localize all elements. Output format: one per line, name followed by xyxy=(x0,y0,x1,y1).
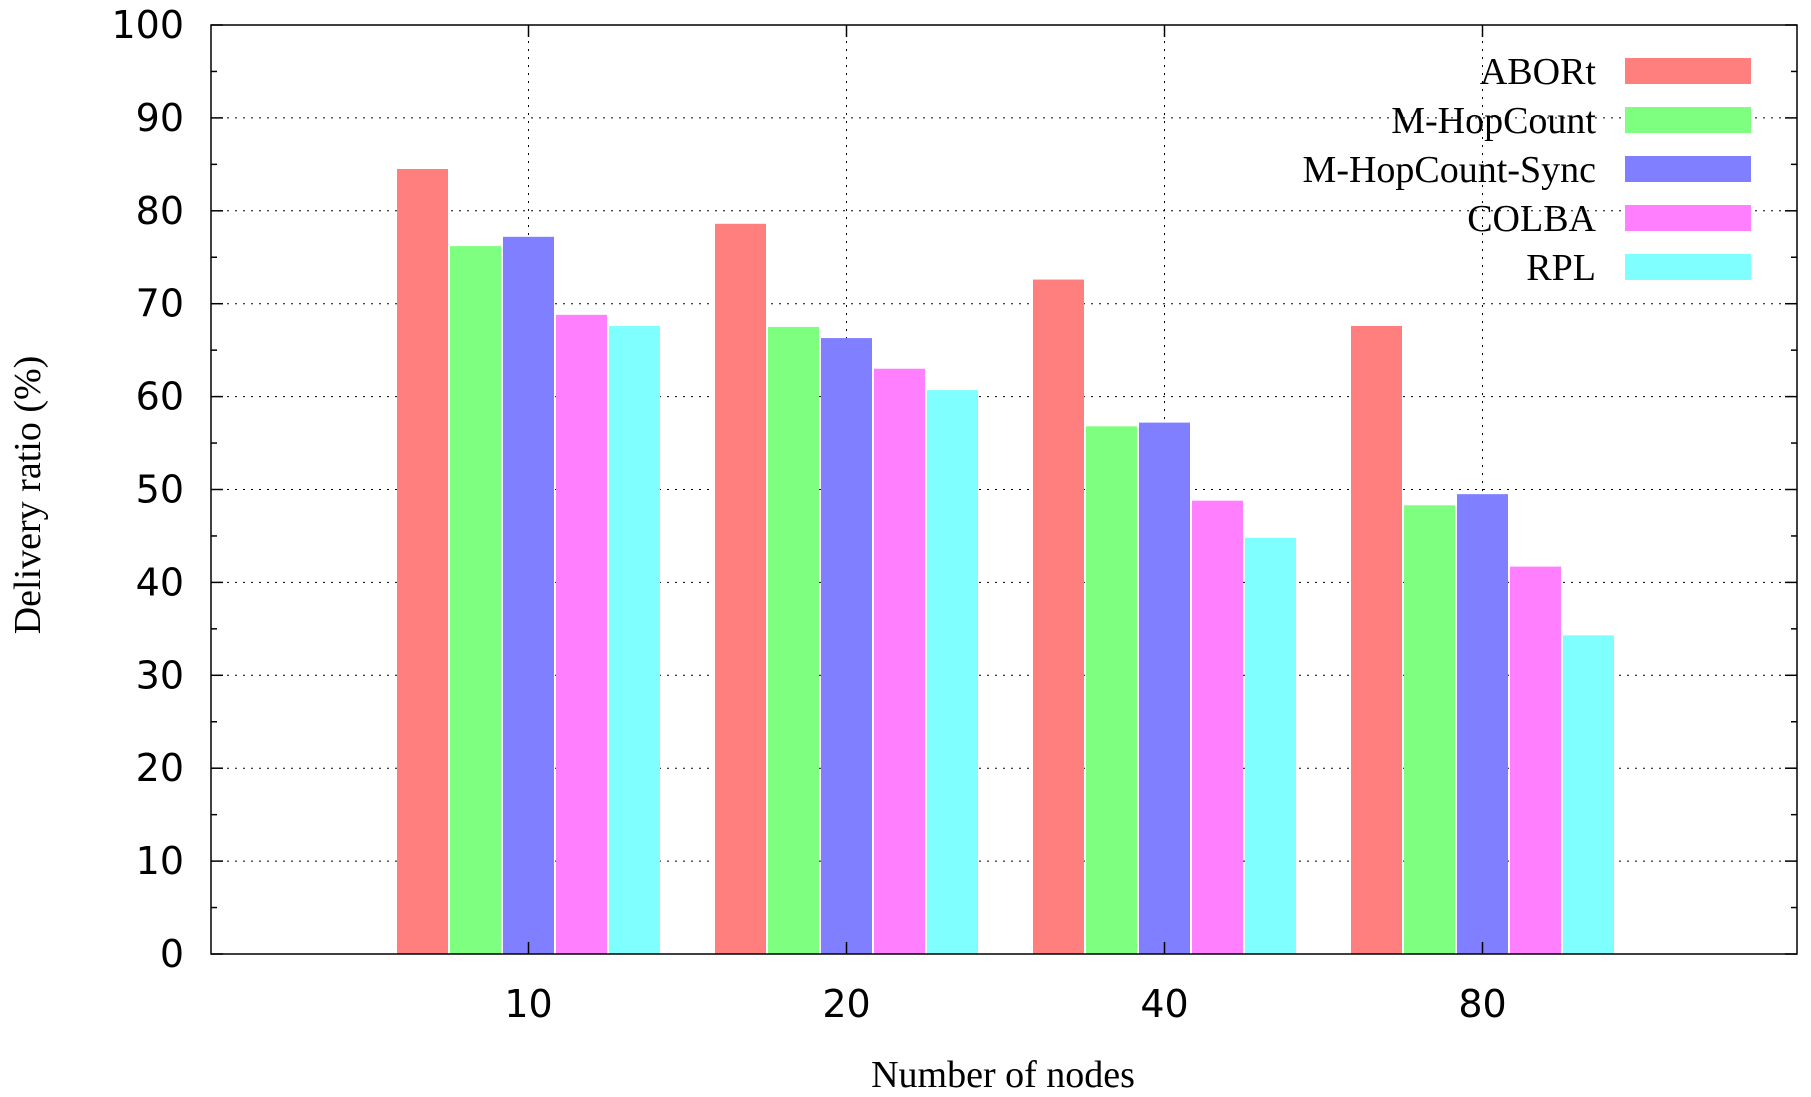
bar-rpl-10 xyxy=(609,325,660,955)
y-axis-title: Delivery ratio (%) xyxy=(7,356,49,635)
legend-swatch xyxy=(1625,107,1751,133)
y-tick-label: 30 xyxy=(136,653,184,697)
x-tick-label: 40 xyxy=(1140,982,1188,1026)
legend-swatch xyxy=(1625,156,1751,182)
x-tick-label: 20 xyxy=(822,982,870,1026)
x-axis-title: Number of nodes xyxy=(871,1054,1135,1096)
y-tick-labels: 0 10 20 30 40 50 60 70 80 90 100 xyxy=(111,3,184,976)
y-tick-label: 0 xyxy=(160,932,184,976)
bar-abort-10 xyxy=(397,168,448,954)
bar-colba-10 xyxy=(556,314,607,954)
bar-m-hopcount-80 xyxy=(1404,505,1455,954)
y-tick-label: 40 xyxy=(136,560,184,604)
bar-colba-20 xyxy=(874,368,925,955)
bar-abort-20 xyxy=(715,223,766,954)
axes xyxy=(210,24,1798,955)
y-tick-label: 90 xyxy=(136,96,184,140)
bar-m-hopcount-40 xyxy=(1086,426,1137,954)
y-tick-label: 50 xyxy=(136,468,184,512)
legend-label: ABORt xyxy=(1480,51,1597,93)
bar-colba-40 xyxy=(1192,500,1243,954)
bar-rpl-20 xyxy=(927,390,978,954)
legend-label: M-HopCount-Sync xyxy=(1303,149,1596,191)
y-tick-label: 10 xyxy=(136,839,184,883)
legend-label: COLBA xyxy=(1467,198,1596,240)
y-tick-label: 100 xyxy=(111,3,184,47)
legend-label: M-HopCount xyxy=(1391,100,1596,142)
bar-m-hopcount-sync-80 xyxy=(1457,494,1508,954)
x-tick-labels: 10 20 40 80 xyxy=(504,982,1506,1026)
legend-swatch xyxy=(1625,58,1751,84)
bars xyxy=(397,168,1614,955)
x-tick-label: 10 xyxy=(504,982,552,1026)
bar-abort-80 xyxy=(1351,325,1402,955)
y-tick-label: 80 xyxy=(136,189,184,233)
bar-m-hopcount-sync-20 xyxy=(821,338,872,954)
bar-m-hopcount-sync-10 xyxy=(503,236,554,954)
bar-rpl-80 xyxy=(1563,635,1614,954)
bar-rpl-40 xyxy=(1245,537,1296,954)
y-tick-label: 60 xyxy=(136,375,184,419)
legend-label: RPL xyxy=(1526,247,1596,289)
bar-abort-40 xyxy=(1033,279,1084,954)
legend-swatch xyxy=(1625,254,1751,280)
bar-m-hopcount-sync-40 xyxy=(1139,422,1190,954)
bar-m-hopcount-20 xyxy=(768,326,819,954)
bar-colba-80 xyxy=(1510,566,1561,954)
x-tick-label: 80 xyxy=(1458,982,1506,1026)
plot-border xyxy=(210,24,1798,955)
bar-m-hopcount-10 xyxy=(450,246,501,955)
y-tick-label: 20 xyxy=(136,746,184,790)
legend-swatch xyxy=(1625,205,1751,231)
legend: ABORt M-HopCount M-HopCount-Sync COLBA RPL xyxy=(1303,51,1751,289)
y-tick-label: 70 xyxy=(136,282,184,326)
